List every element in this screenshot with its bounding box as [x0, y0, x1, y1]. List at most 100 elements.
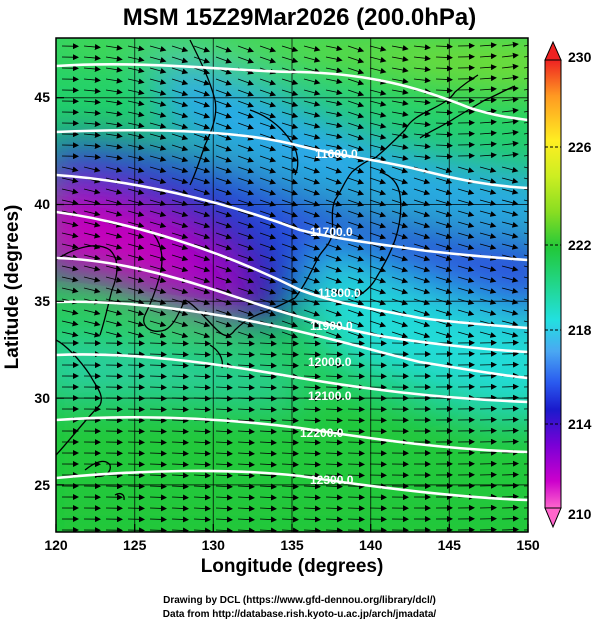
colorbar-tick-label: 210: [568, 506, 592, 522]
wind-arrow: [391, 276, 409, 284]
wind-arrow: [457, 221, 475, 228]
wind-arrow: [149, 210, 167, 217]
wind-arrow: [303, 483, 321, 490]
wind-arrow: [193, 78, 211, 86]
wind-arrow: [347, 243, 365, 251]
wind-arrow: [193, 527, 211, 532]
wind-arrow: [325, 45, 343, 52]
wind-arrow: [523, 243, 528, 246]
wind-arrow: [281, 320, 299, 328]
wind-arrow: [193, 340, 211, 347]
wind-arrow: [523, 298, 528, 301]
wind-arrow: [281, 199, 299, 207]
wind-arrow: [127, 144, 145, 151]
wind-arrow: [413, 309, 431, 317]
wind-arrow: [413, 199, 431, 207]
wind-arrow: [193, 276, 211, 284]
wind-arrow: [259, 265, 277, 273]
wind-arrow: [83, 77, 101, 83]
wind-arrow: [193, 298, 211, 306]
wind-arrow: [149, 265, 167, 272]
wind-arrow: [325, 243, 343, 251]
wind-arrow: [171, 177, 189, 185]
wind-arrow: [281, 331, 299, 339]
wind-arrow: [83, 110, 101, 116]
wind-arrow: [303, 243, 321, 251]
wind-arrow: [61, 276, 79, 283]
wind-arrow: [303, 384, 321, 391]
wind-arrow: [171, 221, 189, 229]
wind-arrow: [259, 428, 277, 435]
wind-arrow: [149, 45, 167, 52]
wind-arrow: [237, 340, 255, 347]
wind-arrow: [193, 100, 211, 108]
wind-arrow: [325, 111, 343, 118]
credit-data-source: Data from http://database.rish.kyoto-u.a…: [162, 609, 437, 620]
wind-arrow: [479, 188, 497, 195]
wind-arrow: [127, 78, 145, 85]
wind-arrow: [193, 144, 211, 152]
wind-arrow: [61, 287, 79, 294]
wind-arrow: [457, 287, 475, 294]
wind-arrow: [237, 461, 255, 468]
wind-arrow: [347, 89, 365, 97]
wind-arrow: [193, 254, 211, 262]
wind-arrow: [303, 166, 321, 174]
wind-arrow: [413, 287, 431, 295]
wind-arrow: [259, 111, 277, 119]
wind-arrow: [127, 243, 145, 250]
wind-arrow: [259, 461, 277, 468]
wind-arrow: [281, 298, 299, 306]
wind-arrow: [369, 177, 387, 185]
wind-arrow: [479, 199, 497, 206]
wind-arrow: [171, 450, 189, 457]
wind-arrow: [325, 439, 343, 446]
wind-arrow: [237, 331, 255, 339]
wind-arrow: [325, 276, 343, 284]
wind-arrow: [105, 77, 123, 84]
wind-arrow: [171, 461, 189, 468]
wind-arrow: [127, 320, 145, 327]
wind-arrow: [303, 78, 321, 85]
wind-arrow: [325, 417, 343, 424]
wind-arrow: [127, 100, 145, 107]
wind-arrow: [171, 417, 189, 424]
wind-arrow: [215, 472, 233, 479]
wind-arrow: [303, 362, 321, 369]
wind-arrow: [303, 505, 321, 512]
contour-label-11900: 11900.0: [310, 319, 353, 333]
wind-arrow: [347, 56, 365, 64]
wind-arrow: [479, 130, 497, 137]
wind-arrow: [215, 232, 233, 240]
wind-arrow: [523, 254, 528, 257]
wind-arrow: [413, 221, 431, 229]
wind-arrow: [281, 406, 299, 413]
wind-arrow: [347, 210, 365, 218]
wind-arrow: [83, 154, 101, 160]
wind-arrow: [391, 67, 409, 73]
wind-arrow: [523, 507, 528, 509]
wind-arrow: [193, 232, 211, 240]
wind-arrow: [347, 265, 365, 273]
wind-arrow: [303, 221, 321, 229]
wind-arrow: [303, 516, 321, 523]
wind-arrow: [501, 320, 519, 327]
wind-arrow: [105, 188, 123, 195]
wind-arrow: [347, 111, 365, 119]
y-tick-label: 25: [34, 477, 50, 493]
wind-arrow: [259, 373, 277, 380]
wind-arrow: [193, 331, 211, 339]
wind-arrow: [281, 221, 299, 229]
wind-arrow: [83, 66, 101, 72]
wind-arrow: [523, 331, 528, 334]
wind-arrow: [105, 309, 123, 316]
wind-arrow: [171, 232, 189, 240]
wind-arrow: [237, 450, 255, 457]
wind-arrow: [193, 472, 211, 479]
wind-arrow: [457, 232, 475, 239]
wind-arrow: [435, 109, 453, 116]
wind-arrow: [391, 287, 409, 295]
wind-arrow: [369, 100, 387, 107]
wind-arrow: [237, 362, 255, 369]
wind-arrow: [215, 494, 233, 501]
